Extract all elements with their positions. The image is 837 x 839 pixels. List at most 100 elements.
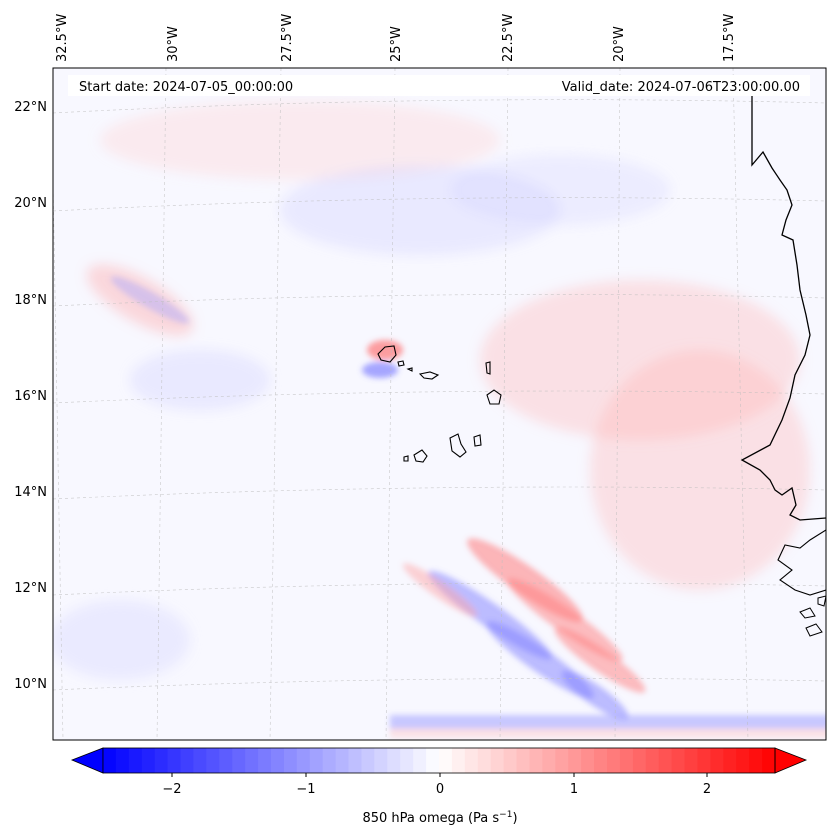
guinea-coastline [777, 529, 826, 596]
longitude-label: 17.5°W [722, 14, 737, 62]
colorbar-levels [103, 748, 776, 773]
colorbar-level [542, 748, 556, 773]
colorbar-label: 850 hPa omega (Pa s−1) [362, 810, 517, 826]
colorbar-tick-label: −2 [162, 782, 181, 797]
colorbar-max-extension [774, 747, 808, 774]
meridian-line [499, 68, 509, 740]
colorbar-level [103, 748, 117, 773]
colorbar-level [141, 748, 156, 773]
colorbar-level [581, 748, 595, 773]
colorbar-level [619, 748, 634, 773]
omega-positive-band [554, 627, 646, 693]
omega-negative-area [130, 350, 270, 410]
colorbar-level [413, 748, 427, 773]
colorbar-label-exponent: −1 [499, 810, 512, 820]
colorbar-level [464, 748, 479, 773]
omega-positive-band [402, 563, 478, 617]
colorbar-level [258, 748, 272, 773]
colorbar-level [516, 748, 530, 773]
colorbar-label-close: ) [512, 811, 517, 826]
colorbar-tick-label: 0 [436, 782, 444, 797]
colorbar-frame [102, 747, 776, 774]
latitude-label: 10°N [14, 677, 47, 692]
island-maio [473, 434, 482, 447]
colorbar-level [322, 748, 337, 773]
omega-negative-band [561, 670, 629, 720]
island-sao-nicolau [418, 371, 440, 380]
bijagos-islands [799, 595, 826, 637]
meridian-line [732, 68, 749, 740]
map-frame [52, 67, 827, 741]
colorbar-level [607, 748, 621, 773]
island-sal [485, 361, 491, 375]
colorbar-level [361, 748, 375, 773]
colorbar-min-extension [70, 747, 104, 774]
meridian-line [156, 68, 167, 740]
parallel-line [53, 99, 826, 114]
meridian-line [53, 163, 64, 740]
colorbar-level [167, 748, 181, 773]
colorbar-level [387, 748, 401, 773]
colorbar-level [658, 748, 673, 773]
omega-positive-boundary-band [390, 728, 826, 738]
colorbar-level [193, 748, 207, 773]
colorbar-level [309, 748, 324, 773]
colorbar-level [439, 748, 453, 773]
cape-verde-islands [377, 345, 502, 463]
island-santa-luzia [406, 367, 413, 372]
colorbar-level [762, 748, 776, 773]
parallel-line [53, 582, 826, 596]
latitude-label: 18°N [14, 293, 47, 308]
gridlines [53, 68, 826, 740]
longitude-label: 25°W [389, 26, 404, 62]
latitude-label: 12°N [14, 581, 47, 596]
colorbar-level [206, 748, 220, 773]
latitude-label: 14°N [14, 485, 47, 500]
colorbar-level [477, 748, 492, 773]
longitude-label: 27.5°W [280, 14, 295, 62]
colorbar-level [154, 748, 169, 773]
colorbar-level [374, 748, 388, 773]
colorbar-level [555, 748, 569, 773]
colorbar-level [348, 748, 362, 773]
colorbar-level [426, 748, 440, 773]
colorbar-level [271, 748, 285, 773]
omega-positive-band [367, 340, 403, 360]
colorbar-level [219, 748, 233, 773]
longitude-label: 32.5°W [55, 14, 70, 62]
colorbar-level [632, 748, 647, 773]
longitude-label: 22.5°W [501, 14, 516, 62]
parallel-line [53, 294, 826, 307]
colorbar-level [115, 748, 130, 773]
date-info-box [68, 75, 810, 96]
start-date-label: Start date: 2024-07-05_00:00:00 [79, 80, 293, 95]
valid-date-label: Valid_date: 2024-07-06T23:00:00.00 [562, 80, 800, 95]
colorbar-level [697, 748, 711, 773]
latitude-tick-labels: 22°N 20°N 18°N 16°N 14°N 12°N 10°N [14, 100, 47, 692]
longitude-tick-labels: 32.5°W 30°W 27.5°W 25°W 22.5°W 20°W 17.5… [55, 14, 737, 62]
omega-positive-area [590, 350, 810, 590]
africa-coastline [740, 90, 826, 521]
colorbar-level [490, 748, 505, 773]
parallel-line [53, 390, 826, 404]
latitude-label: 16°N [14, 389, 47, 404]
parallel-line [53, 486, 826, 500]
island-sao-vicente [397, 360, 405, 367]
colorbar-tick-label: 2 [703, 782, 711, 797]
omega-negative-area [450, 155, 670, 225]
meridian-line [385, 68, 396, 740]
colorbar-level [749, 748, 763, 773]
colorbar-level [529, 748, 543, 773]
colorbar-level [723, 748, 737, 773]
colorbar-level [296, 748, 311, 773]
map-panel: Start date: 2024-07-05_00:00:00 Valid_da… [53, 68, 826, 740]
longitude-label: 30°W [166, 26, 181, 62]
omega-negative-area [53, 600, 190, 680]
colorbar-level [568, 748, 582, 773]
colorbar-level [245, 748, 259, 773]
island-boa-vista [486, 389, 502, 405]
meridian-line [269, 68, 282, 740]
longitude-label: 20°W [612, 26, 627, 62]
omega-wave-bands [110, 276, 826, 738]
